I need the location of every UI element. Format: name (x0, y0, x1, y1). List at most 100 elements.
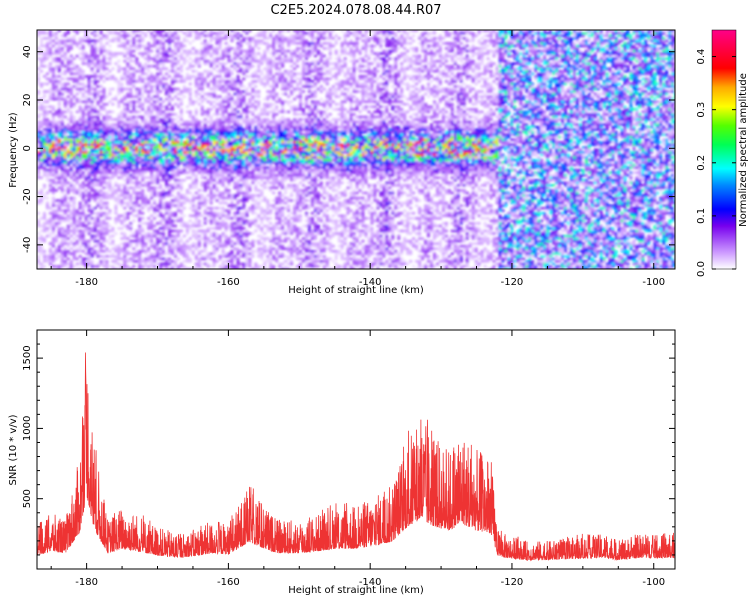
heatmap-cell (37, 105, 40, 108)
heatmap-cell (185, 110, 189, 114)
heatmap-cell (108, 237, 112, 240)
heatmap-cell (90, 146, 94, 149)
heatmap-cell (153, 44, 157, 48)
heatmap-cell (168, 100, 171, 103)
heatmap-cell (135, 92, 139, 96)
heatmap-cell (242, 262, 246, 266)
heatmap-cell (165, 141, 168, 144)
heatmap-cell (191, 166, 195, 169)
heatmap-cell (239, 239, 243, 243)
heatmap-cell (66, 39, 70, 43)
heatmap-cell (66, 237, 70, 240)
heatmap-cell (93, 57, 97, 60)
heatmap-cell (102, 67, 106, 70)
heatmap-cell (72, 229, 76, 233)
heatmap-cell (165, 97, 168, 101)
heatmap-cell (105, 174, 109, 177)
heatmap-cell (96, 242, 100, 245)
heatmap-cell (168, 250, 171, 253)
heatmap-cell (132, 120, 136, 124)
heatmap-cell (188, 176, 192, 179)
heatmap-cell (66, 153, 70, 157)
heatmap-cell (126, 191, 130, 195)
heatmap-cell (203, 128, 207, 131)
heatmap-cell (37, 72, 40, 76)
heatmap-cell (254, 90, 258, 93)
heatmap-cell (54, 257, 58, 261)
heatmap-cell (236, 138, 240, 141)
heatmap-cell (108, 176, 112, 179)
heatmap-cell (215, 171, 219, 174)
heatmap-cell (108, 135, 112, 139)
heatmap-cell (203, 222, 207, 225)
heatmap-cell (245, 189, 249, 192)
heatmap-cell (156, 204, 160, 207)
heatmap-cell (45, 113, 49, 116)
heatmap-cell (233, 77, 237, 81)
heatmap-cell (81, 224, 85, 228)
heatmap-cell (141, 234, 145, 238)
heatmap-cell (200, 135, 204, 139)
heatmap-cell (129, 72, 133, 76)
heatmap-cell (156, 110, 160, 114)
heatmap-cell (135, 57, 139, 60)
heatmap-cell (200, 250, 204, 253)
heatmap-cell (81, 250, 85, 253)
heatmap-cell (206, 115, 210, 119)
heatmap-cell (251, 52, 255, 55)
heatmap-cell (105, 148, 109, 152)
heatmap-cell (162, 57, 165, 60)
heatmap-cell (159, 201, 163, 205)
heatmap-cell (99, 125, 103, 129)
heatmap-cell (141, 239, 145, 243)
heatmap-cell (144, 72, 148, 76)
heatmap-cell (75, 234, 79, 238)
heatmap-cell (200, 34, 204, 37)
heatmap-cell (54, 47, 58, 50)
heatmap-cell (242, 70, 246, 73)
heatmap-cell (254, 92, 258, 96)
heatmap-cell (218, 141, 222, 144)
heatmap-cell (230, 176, 234, 179)
heatmap-cell (221, 184, 225, 187)
heatmap-cell (90, 133, 94, 136)
heatmap-cell (191, 118, 195, 121)
heatmap-cell (200, 174, 204, 177)
heatmap-cell (147, 75, 151, 78)
heatmap-cell (117, 125, 121, 129)
heatmap-cell (63, 70, 67, 73)
heatmap-cell (75, 227, 79, 230)
heatmap-cell (236, 32, 240, 35)
heatmap-cell (51, 108, 55, 111)
heatmap-cell (251, 212, 255, 215)
heatmap-cell (117, 214, 121, 217)
heatmap-cell (129, 138, 133, 141)
heatmap-cell (209, 87, 213, 91)
heatmap-cell (57, 229, 61, 233)
heatmap-cell (251, 267, 255, 269)
heatmap-cell (144, 138, 148, 141)
heatmap-cell (197, 75, 201, 78)
heatmap-cell (87, 108, 91, 111)
heatmap-cell (156, 47, 160, 50)
heatmap-cell (242, 49, 246, 53)
heatmap-cell (174, 224, 177, 228)
heatmap-cell (117, 156, 121, 159)
heatmap-cell (224, 168, 228, 172)
heatmap-cell (188, 90, 192, 93)
heatmap-cell (182, 49, 186, 53)
heatmap-cell (171, 57, 174, 60)
heatmap-cell (233, 257, 237, 261)
heatmap-cell (78, 229, 82, 233)
heatmap-cell (114, 54, 118, 58)
heatmap-cell (197, 151, 201, 154)
heatmap-cell (159, 59, 163, 63)
heatmap-cell (203, 184, 207, 187)
heatmap-cell (182, 39, 186, 43)
heatmap-cell (159, 257, 163, 261)
heatmap-cell (230, 229, 234, 233)
heatmap-cell (138, 146, 142, 149)
heatmap-cell (99, 168, 103, 172)
heatmap-cell (156, 214, 160, 217)
heatmap-cell (108, 110, 112, 114)
